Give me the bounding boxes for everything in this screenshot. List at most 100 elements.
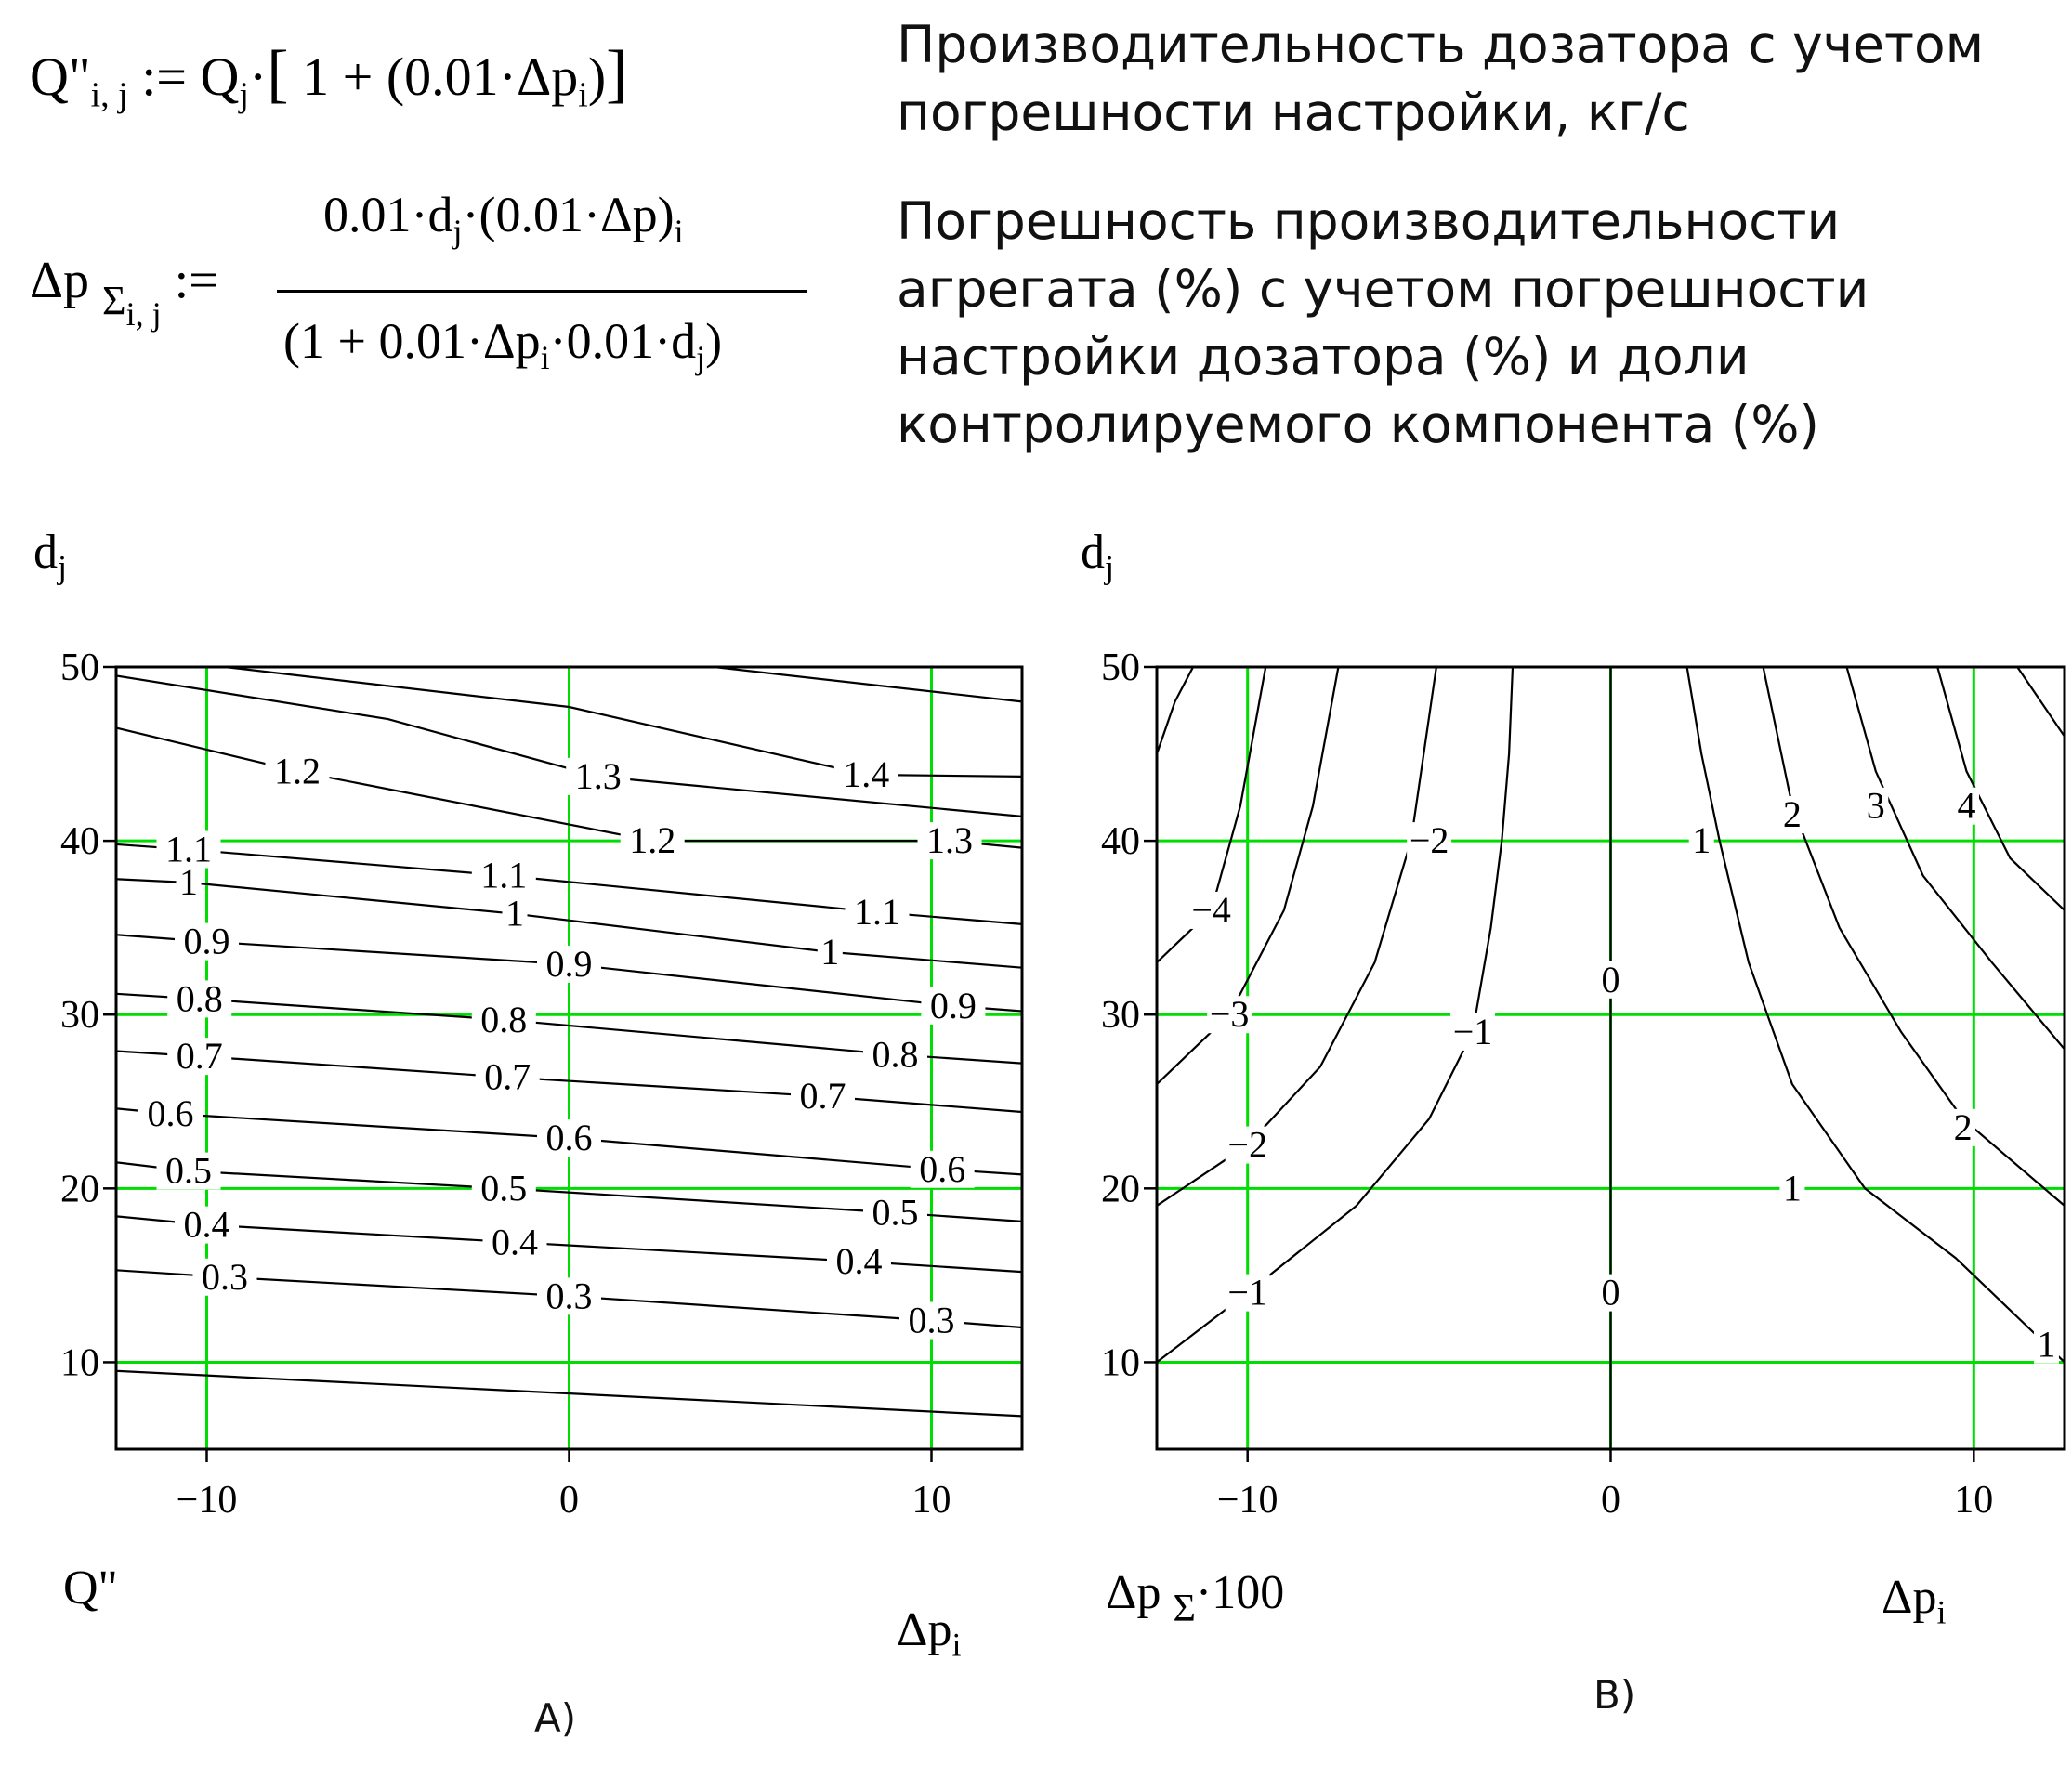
contour-label: 0.3 <box>909 1300 955 1341</box>
contour-label: 0.3 <box>546 1275 593 1316</box>
contour-label: 1.3 <box>926 819 973 861</box>
contour-label: 0.8 <box>177 977 223 1019</box>
contour-line <box>1157 667 1437 1207</box>
x-tick-label: −10 <box>1217 1479 1279 1522</box>
contour-label: 1 <box>1783 1167 1802 1209</box>
contour-label: 0.4 <box>836 1240 883 1282</box>
contour-label: 0.7 <box>177 1035 223 1077</box>
contour-label: 4 <box>1957 785 1975 827</box>
contour-line <box>2016 667 2065 738</box>
formula2-lhs-sub: i, j <box>125 295 162 333</box>
contour-label-bg <box>175 1206 239 1244</box>
contour-label: 1.2 <box>274 750 321 791</box>
formula2-description-line-1: Погрешность производительности <box>897 191 1841 251</box>
contour-label-bg <box>1598 1274 1623 1312</box>
contour-label: 1 <box>820 931 839 973</box>
contour-label: 0.3 <box>202 1256 248 1298</box>
contour-line <box>1845 667 2065 1051</box>
contour-label-bg <box>537 1277 601 1315</box>
formula2-assign: := <box>174 252 218 309</box>
contour-label-bg <box>827 1242 891 1280</box>
formula1-body: 1 + (0.01·Δp <box>302 46 579 107</box>
plot-a-xlabel: Δpi <box>897 1603 962 1664</box>
contour-label-bg <box>1598 961 1623 999</box>
y-tick-label: 10 <box>60 1341 99 1384</box>
contour-label-bg <box>167 1038 232 1076</box>
contour-label: −3 <box>1210 993 1250 1035</box>
contour-label: 0 <box>1602 1272 1620 1314</box>
contour-label: 1.1 <box>854 891 900 933</box>
y-tick-label: 30 <box>60 994 99 1037</box>
contour-label-bg <box>471 856 536 895</box>
x-tick-label: 0 <box>1601 1479 1620 1522</box>
contour-label: 0.4 <box>184 1204 230 1246</box>
contour-line <box>1157 667 1195 754</box>
contour-label-bg <box>1407 822 1452 860</box>
formula2-num-b: ·(0.01·Δp) <box>462 187 675 242</box>
formula1-lhs-sub: i, j <box>90 75 128 115</box>
formula-q-double-prime: Q"i, j := Qj·[ 1 + (0.01·Δpi)] <box>30 38 628 115</box>
contour-label: 0.5 <box>872 1192 919 1234</box>
contour-label: −2 <box>1410 819 1449 861</box>
contour-label-bg <box>566 757 631 795</box>
contour-label-bg <box>1688 822 1714 860</box>
contour-label-bg <box>899 1301 964 1340</box>
contour-line <box>224 667 1022 778</box>
contour-label-bg <box>471 1170 536 1208</box>
y-tick-label: 20 <box>1101 1168 1140 1210</box>
contour-line <box>1685 667 2065 1364</box>
formula2-den-a: 1 + 0.01·Δp <box>299 313 541 369</box>
formula1-description-line-1: Производительность дозатора с учетом <box>897 15 1985 74</box>
formula2-num-a-sub: j <box>452 212 463 250</box>
plot-a-caption: A) <box>534 1695 577 1741</box>
contour-label: 1.4 <box>843 753 889 795</box>
contour-label-bg <box>1225 1126 1270 1164</box>
contour-plot-b: 0 0 −1 −1 −2 −2 −3 −4 1 1 1 2 2 3 4 10 20 30 40 50 −10 0 10 <box>1101 647 2066 1522</box>
formula2-num-b-sub: i <box>674 212 684 250</box>
x-tick-label: 10 <box>912 1479 951 1522</box>
formula2-denominator: (1 + 0.01·Δpi·0.01·dj) <box>283 313 723 376</box>
y-tick-label: 10 <box>1101 1341 1140 1384</box>
contour-lines <box>1157 667 2065 1449</box>
contour-label-bg <box>175 922 239 961</box>
contour-label-bg <box>156 1152 221 1190</box>
x-tick-label: −10 <box>177 1479 238 1522</box>
formula2-lhs-sym: Σ <box>102 278 126 323</box>
contour-label-bg <box>620 822 685 860</box>
contour-label-bg <box>791 1078 855 1116</box>
formula1-q-sub: j <box>239 75 249 115</box>
contour-label-bg <box>817 933 843 971</box>
contour-label-bg <box>537 1119 601 1157</box>
plot-b-ylabel: dj <box>1081 526 1115 586</box>
formula1-p-sub: i <box>578 75 588 115</box>
contour-label-bg <box>1188 891 1234 929</box>
contour-label-bg <box>1449 1013 1495 1051</box>
formula-dp-sigma: Δp Σi, j := <box>30 251 218 333</box>
formula2-fraction-bar <box>277 290 807 293</box>
y-tick-label: 40 <box>60 820 99 863</box>
formula2-description-line-4: контролируемого компонента (%) <box>897 395 1819 454</box>
plot-b-xlabel: Δpi <box>1882 1571 1947 1631</box>
contour-line <box>714 667 1022 703</box>
contour-label: 1.1 <box>480 855 527 896</box>
contour-label-bg <box>502 895 528 933</box>
contour-label: −2 <box>1227 1124 1267 1166</box>
contour-label-bg <box>863 1194 927 1232</box>
contour-label-bg <box>1950 1108 1976 1146</box>
contour-label: −1 <box>1227 1272 1267 1314</box>
formula1-lhs: Q" <box>30 46 91 107</box>
contour-label: 0.5 <box>480 1167 527 1209</box>
formula1-description-line-2: погрешности настройки, кг/с <box>897 83 1690 142</box>
contour-line <box>116 674 1022 817</box>
contour-label: 0.8 <box>480 999 527 1040</box>
x-tick-label: 10 <box>1954 1479 1993 1522</box>
contour-label-bg <box>138 1094 203 1132</box>
formula2-description: Погрешность производительности агрегата … <box>897 188 1869 459</box>
contour-label-bg <box>167 980 232 1018</box>
contour-label: 1 <box>505 893 524 935</box>
y-tick-label: 20 <box>60 1168 99 1210</box>
contour-line <box>1936 667 2065 911</box>
contour-label-bg <box>471 1000 536 1039</box>
formula1-assign: := <box>141 46 188 107</box>
